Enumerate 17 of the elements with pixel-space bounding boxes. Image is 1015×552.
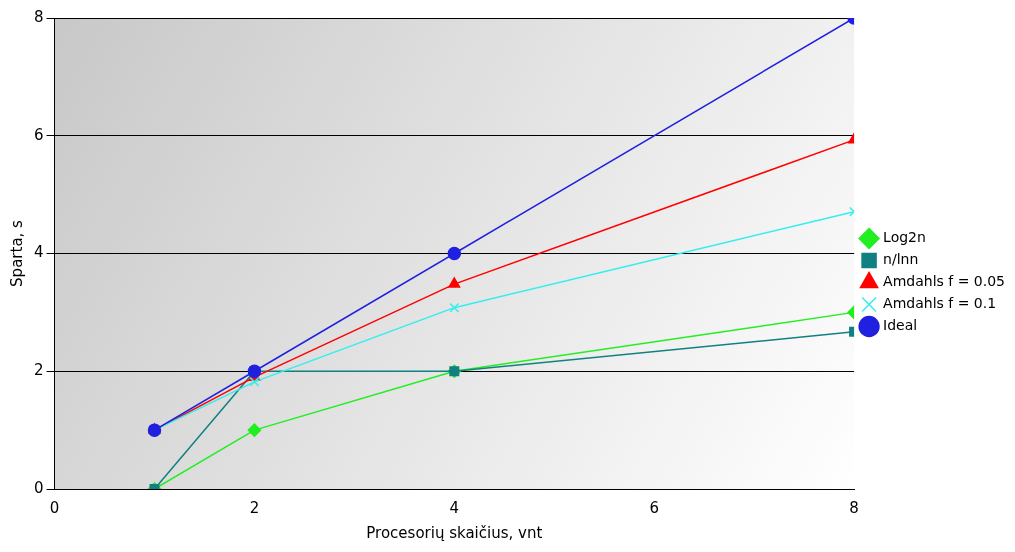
x-tick-label: 4	[449, 498, 460, 517]
y-tick-label: 0	[34, 478, 44, 497]
x-tick-label: 6	[649, 498, 659, 517]
legend-label: Log2n	[883, 229, 926, 246]
y-axis-title: Sparta, s	[7, 219, 26, 287]
x-axis-title: Procesorių skaičius, vnt	[366, 523, 543, 542]
y-tick-label: 8	[34, 7, 44, 26]
legend-label: Amdahls f = 0.05	[883, 273, 1005, 290]
y-tick-label: 6	[34, 125, 44, 144]
x-tick-label: 8	[849, 498, 859, 517]
y-tick-label: 2	[34, 361, 44, 380]
y-tick-label: 4	[34, 243, 44, 262]
x-tick-label: 0	[49, 498, 60, 517]
x-tick-label: 2	[249, 498, 260, 517]
legend-label: Ideal	[883, 317, 918, 334]
legend-label: Amdahls f = 0.1	[883, 295, 997, 312]
legend-label: n/lnn	[883, 251, 919, 268]
